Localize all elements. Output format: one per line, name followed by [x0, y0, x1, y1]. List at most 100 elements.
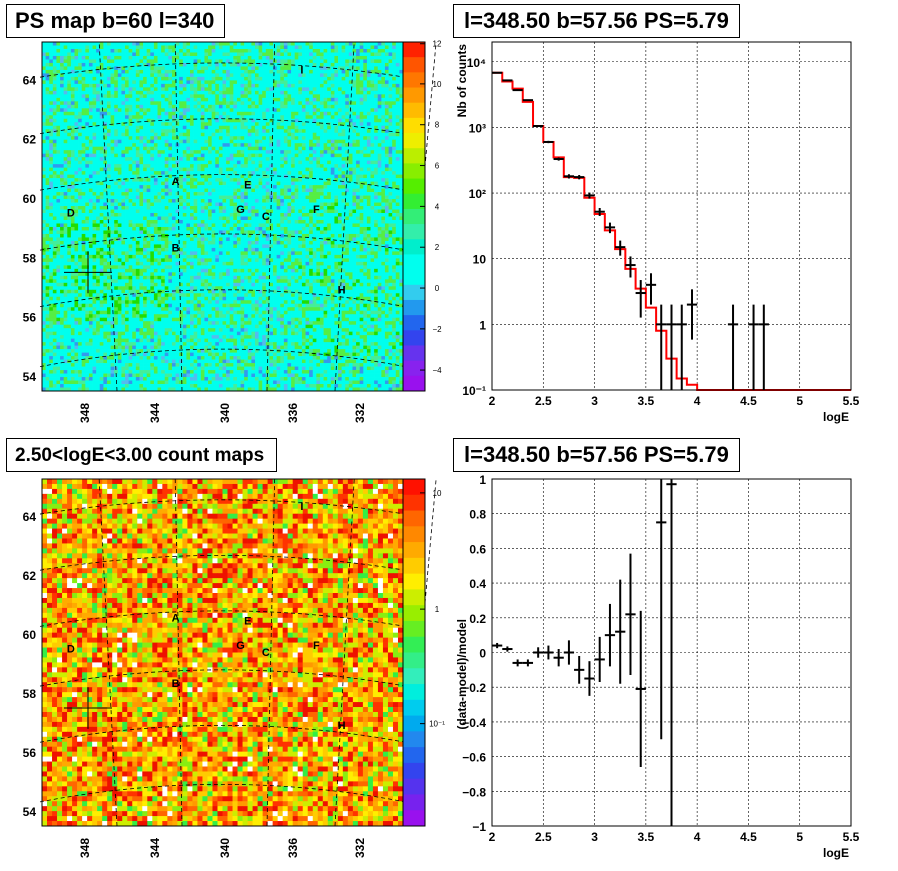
palette-cell: [403, 72, 425, 89]
spectrum-x-tick-label: 5.5: [843, 394, 860, 408]
residual-x-tick-label: 2: [489, 830, 496, 844]
palette-cell: [403, 652, 425, 669]
residual-y-tick-label: 1: [479, 473, 486, 487]
source-label: G: [236, 204, 245, 216]
residual-x-tick-label: 5.5: [843, 830, 860, 844]
palette-tick-label: −4: [432, 366, 442, 375]
palette-cell: [403, 715, 425, 732]
residual-y-tick-label: 0.2: [469, 612, 486, 626]
palette-cell: [403, 299, 425, 316]
source-label: H: [338, 720, 346, 732]
palette-tick-label: 8: [435, 121, 440, 130]
palette-tick-label: 10: [433, 489, 442, 498]
parallel-line: [39, 610, 406, 627]
meridian-line: [266, 478, 276, 827]
meridian-line: [98, 41, 118, 392]
palette-tick-label: 1: [435, 605, 440, 614]
parallel-line: [39, 499, 406, 515]
parallel-line: [39, 783, 406, 803]
palette-cell: [403, 224, 425, 240]
map-x-tick-label: 348: [78, 403, 92, 423]
palette-cell: [403, 360, 425, 377]
palette-tick-label: −2: [432, 325, 442, 334]
palette-cell: [403, 479, 425, 496]
map-x-tick-label: 332: [353, 403, 367, 423]
residual-x-tick-label: 4: [694, 830, 701, 844]
palette-cell: [403, 605, 425, 622]
source-label: A: [172, 612, 180, 624]
source-label: E: [244, 616, 251, 628]
palette-tick-label: 10: [433, 80, 442, 89]
source-label: F: [313, 204, 320, 216]
palette-cell: [403, 731, 425, 748]
residual-y-tick-label: −0.8: [462, 785, 486, 799]
parallel-line: [39, 118, 406, 135]
spectrum-y-label: Nb of counts: [455, 44, 469, 118]
residual-y-tick-label: 0.6: [469, 542, 486, 556]
palette-tick-label: 10⁻¹: [429, 720, 445, 729]
spectrum-x-tick-label: 4.5: [740, 394, 757, 408]
residual-y-label: (data-model)/model: [455, 619, 469, 730]
source-label: I: [300, 501, 303, 513]
parallel-line: [39, 174, 406, 191]
palette-cell: [403, 239, 425, 255]
map-y-tick-label: 58: [23, 251, 37, 265]
spectrum-x-label: logE: [823, 410, 849, 424]
count-map-title: 2.50<logE<3.00 count maps: [6, 438, 278, 472]
palette-cell: [403, 589, 425, 606]
map-pixels-0: [42, 42, 404, 392]
meridian-line: [266, 41, 276, 392]
source-label: G: [236, 640, 245, 652]
meridian-line: [174, 41, 183, 392]
map-y-tick-label: 60: [23, 192, 37, 206]
source-label: F: [313, 640, 320, 652]
parallel-line: [39, 348, 406, 368]
residual-x-tick-label: 2.5: [535, 830, 552, 844]
source-label: C: [262, 211, 270, 223]
spectrum-x-tick-label: 5: [796, 394, 803, 408]
palette-cell: [403, 699, 425, 717]
spectrum-x-tick-label: 3.5: [638, 394, 655, 408]
parallel-line: [39, 289, 406, 308]
map-y-tick-label: 56: [23, 311, 37, 325]
residual-x-tick-label: 5: [796, 830, 803, 844]
parallel-line: [39, 554, 406, 571]
residual-y-tick-label: 0.8: [469, 508, 486, 522]
meridian-line: [98, 478, 118, 827]
ps-map-title: PS map b=60 l=340: [6, 4, 226, 38]
map-y-tick-label: 60: [23, 628, 37, 642]
residual-x-tick-label: 4.5: [740, 830, 757, 844]
palette-cell: [403, 345, 425, 362]
source-label: H: [338, 284, 346, 296]
palette-tick-label: 0: [435, 284, 440, 293]
palette-tick-label: 2: [435, 243, 440, 252]
palette-cell: [403, 620, 425, 638]
map-x-tick-label: 332: [353, 838, 367, 858]
spectrum-y-tick-label: 10³: [469, 121, 486, 135]
palette-cell: [403, 87, 425, 104]
map-y-tick-label: 64: [23, 510, 37, 524]
palette-cell: [403, 375, 425, 392]
map-x-tick-label: 336: [286, 838, 300, 858]
palette-cell: [403, 117, 425, 134]
palette-tick-label: 12: [433, 40, 442, 49]
palette-cell: [403, 254, 425, 271]
residual-y-tick-label: −0.4: [462, 716, 486, 730]
residual-frame: [491, 478, 852, 827]
palette-cell: [403, 794, 425, 811]
palette-cell: [403, 810, 425, 827]
palette-cell: [403, 573, 425, 590]
palette-cell: [403, 133, 425, 149]
palette-cell: [403, 102, 425, 119]
palette-cell: [403, 747, 425, 764]
source-label: E: [244, 180, 251, 192]
palette-frame: [402, 41, 426, 392]
map-x-tick-label: 340: [218, 403, 232, 423]
residual-y-tick-label: −0.6: [462, 751, 486, 765]
parallel-line: [39, 62, 406, 78]
palette-cell: [403, 330, 425, 346]
spectrum-title: l=348.50 b=57.56 PS=5.79: [453, 4, 740, 38]
source-label: A: [172, 176, 180, 188]
residual-x-tick-label: 3: [591, 830, 598, 844]
